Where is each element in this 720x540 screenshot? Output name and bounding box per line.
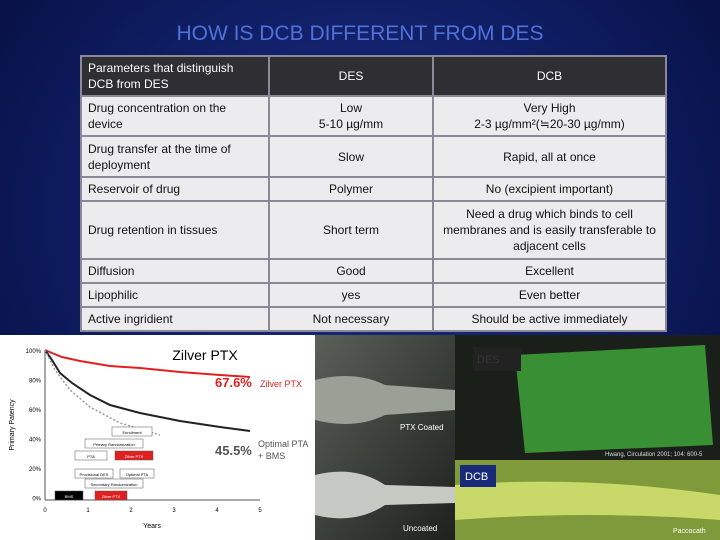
table-cell: Very High 2-3 µg/mm²(≒20-30 µg/mm) bbox=[432, 95, 667, 137]
label-box bbox=[460, 465, 496, 487]
annotation-name: + BMS bbox=[258, 451, 285, 461]
coated-balloon bbox=[315, 376, 455, 424]
table-cell: Not necessary bbox=[268, 306, 434, 332]
header-cell: DES bbox=[268, 55, 434, 97]
flow-box-label: Optimal PTA bbox=[126, 472, 149, 477]
flow-box bbox=[74, 468, 114, 479]
dotted-curve bbox=[44, 349, 161, 436]
annotation-name: Zilver PTX bbox=[260, 379, 302, 389]
citation: Hwang, Circulation 2001; 104: 600-5 bbox=[605, 452, 703, 458]
flow-box-label: Zilver PTX bbox=[125, 454, 144, 459]
table-cell: Rapid, all at once bbox=[432, 135, 667, 178]
table-body: Parameters that distinguish DCB from DES… bbox=[80, 55, 667, 332]
table-row: Drug concentration on the device Low 5-10… bbox=[80, 95, 667, 137]
flow-box bbox=[84, 478, 144, 489]
table-cell: Reservoir of drug bbox=[80, 176, 270, 202]
flow-box bbox=[54, 490, 84, 501]
x-tick-label: 0 bbox=[43, 508, 47, 514]
flow-box bbox=[94, 490, 128, 501]
photo-label: PTX Coated bbox=[400, 423, 444, 432]
table-cell: Diffusion bbox=[80, 258, 270, 284]
y-tick-label: 0% bbox=[32, 497, 41, 503]
table-cell: Drug transfer at the time of deployment bbox=[80, 135, 270, 178]
pta-curve bbox=[44, 349, 251, 432]
table-cell: Polymer bbox=[268, 176, 434, 202]
table-cell: Excellent bbox=[432, 258, 667, 284]
annotation-value: 67.6% bbox=[215, 375, 252, 390]
flow-box bbox=[114, 450, 154, 461]
table-cell: Even better bbox=[432, 282, 667, 308]
table-cell: Should be active immediately bbox=[432, 306, 667, 332]
flow-box bbox=[111, 426, 153, 437]
flow-box-label: Enrollment bbox=[122, 430, 142, 435]
flow-box-label: Zilver PTX bbox=[102, 494, 121, 499]
table-cell: Short term bbox=[268, 200, 434, 260]
km-title: Zilver PTX bbox=[172, 347, 238, 363]
uncoated-balloon bbox=[315, 471, 455, 519]
annotation-value: 45.5% bbox=[215, 443, 252, 458]
header-cell: Parameters that distinguish DCB from DES bbox=[80, 55, 270, 97]
flow-box bbox=[84, 438, 144, 449]
photo-label: Uncoated bbox=[403, 524, 437, 533]
slide-title: HOW IS DCB DIFFERENT FROM DES bbox=[176, 22, 544, 45]
x-tick-label: 4 bbox=[215, 508, 219, 514]
table-cell: yes bbox=[268, 282, 434, 308]
label-box bbox=[473, 347, 521, 371]
table-row: Active ingridient Not necessary Should be … bbox=[80, 306, 667, 332]
x-tick-label: 1 bbox=[86, 508, 90, 514]
flow-box-label: Provisional DES bbox=[80, 472, 109, 477]
table-cell: Active ingridient bbox=[80, 306, 270, 332]
table-cell: Lipophilic bbox=[80, 282, 270, 308]
zilver-curve bbox=[44, 349, 251, 378]
y-tick-label: 20% bbox=[29, 467, 42, 473]
des-tissue bbox=[515, 345, 713, 453]
table-cell: Drug retention in tissues bbox=[80, 200, 270, 260]
flow-box-label: Secondary Randomization bbox=[91, 482, 138, 487]
header-cell: DCB bbox=[432, 55, 667, 97]
table-row: Reservoir of drug Polymer No (excipient im… bbox=[80, 176, 667, 202]
table-row: Drug retention in tissues Short term Need … bbox=[80, 200, 667, 260]
y-tick-label: 100% bbox=[26, 349, 42, 355]
comparison-table: Parameters that distinguish DCB from DES… bbox=[80, 55, 667, 332]
table-row: Diffusion Good Excellent bbox=[80, 258, 667, 284]
balloon-photo: PTX Coated Uncoated bbox=[315, 335, 455, 540]
table-cell: Drug concentration on the device bbox=[80, 95, 270, 137]
table-row: Drug transfer at the time of deployment S… bbox=[80, 135, 667, 178]
x-tick-label: 2 bbox=[129, 508, 133, 514]
y-axis-label: Primary Patency bbox=[9, 399, 16, 451]
panel-label: DES bbox=[477, 354, 500, 366]
table-cell: Good bbox=[268, 258, 434, 284]
caption: Paccocath bbox=[673, 528, 706, 535]
flow-box bbox=[119, 468, 155, 479]
x-axis-label: Years bbox=[143, 523, 161, 530]
x-tick-label: 3 bbox=[172, 508, 176, 514]
table-row: Lipophilic yes Even better bbox=[80, 282, 667, 308]
flow-box bbox=[74, 450, 108, 461]
panel-label: DCB bbox=[465, 471, 488, 483]
fluorescence-photo: DES Hwang, Circulation 2001; 104: 600-5 … bbox=[455, 335, 720, 540]
y-tick-label: 60% bbox=[29, 408, 42, 414]
y-tick-label: 40% bbox=[29, 438, 42, 444]
table-cell: Slow bbox=[268, 135, 434, 178]
dcb-tissue bbox=[455, 481, 720, 520]
km-chart: Zilver PTX 67.6% Zilver PTX 45.5% Optima… bbox=[0, 335, 315, 540]
x-tick-label: 5 bbox=[258, 508, 262, 514]
flow-box-label: Primary Randomization bbox=[93, 442, 135, 447]
table-cell: Low 5-10 µg/mm bbox=[268, 95, 434, 137]
flow-box-label: BMS bbox=[65, 494, 74, 499]
annotation-name: Optimal PTA bbox=[258, 439, 308, 449]
y-tick-label: 80% bbox=[29, 379, 42, 385]
header-row: Parameters that distinguish DCB from DES… bbox=[80, 55, 667, 97]
table-cell: No (excipient important) bbox=[432, 176, 667, 202]
km-bg bbox=[0, 335, 315, 540]
flow-box-label: PTA bbox=[87, 454, 95, 459]
table-cell: Need a drug which binds to cell membrane… bbox=[432, 200, 667, 260]
